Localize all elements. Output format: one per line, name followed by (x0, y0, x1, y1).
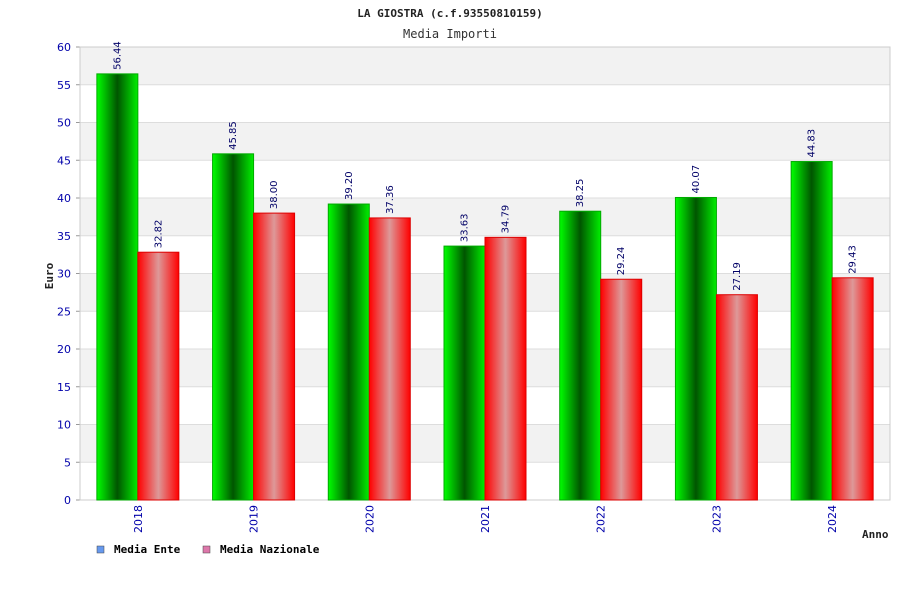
legend: Media Ente Media Nazionale (96, 543, 320, 556)
data-label: 38.00 (269, 180, 280, 209)
x-tick-label: 2018 (132, 505, 145, 533)
bar-media-ente-2018 (96, 73, 139, 501)
grid-band (80, 198, 890, 236)
bar-media-ente-2022 (559, 210, 602, 501)
x-axis-label: Anno (862, 528, 889, 541)
data-label: 56.44 (112, 41, 123, 70)
y-tick-label: 40 (57, 192, 71, 205)
data-label: 29.43 (848, 245, 859, 274)
data-label: 39.20 (344, 171, 355, 200)
x-tick-label: 2024 (826, 505, 839, 533)
legend-swatch-media-ente (96, 545, 105, 554)
legend-label-media-ente: Media Ente (114, 543, 181, 556)
data-label: 40.07 (691, 165, 702, 194)
data-label: 34.79 (501, 205, 512, 234)
bar-media-nazionale-2022 (600, 278, 643, 501)
legend-label-media-nazionale: Media Nazionale (220, 543, 320, 556)
data-label: 37.36 (385, 185, 396, 214)
data-label: 29.24 (616, 247, 627, 276)
data-label: 38.25 (575, 179, 586, 208)
x-tick-label: 2020 (363, 505, 376, 533)
grid-band (80, 160, 890, 198)
data-label: 27.19 (732, 262, 743, 291)
legend-swatch-media-nazionale (202, 545, 211, 554)
y-tick-label: 10 (57, 419, 71, 432)
grid-band (80, 122, 890, 161)
bar-media-nazionale-2021 (484, 236, 527, 501)
bar-media-nazionale-2020 (368, 217, 411, 501)
y-tick-label: 60 (57, 41, 71, 54)
data-label: 32.82 (153, 220, 164, 249)
x-tick-label: 2019 (248, 505, 261, 533)
y-tick-label: 35 (57, 230, 71, 243)
y-tick-label: 30 (57, 268, 71, 281)
bar-media-ente-2023 (674, 196, 717, 501)
y-tick-label: 55 (57, 79, 71, 92)
bar-media-nazionale-2019 (253, 212, 296, 501)
x-tick-label: 2022 (595, 505, 608, 533)
data-label: 45.85 (228, 121, 239, 150)
bar-media-ente-2024 (790, 161, 833, 501)
y-axis-label: Euro (43, 262, 56, 289)
chart-subtitle: Media Importi (403, 27, 497, 41)
y-tick-label: 45 (57, 154, 71, 167)
y-tick-label: 20 (57, 343, 71, 356)
y-tick-label: 50 (57, 117, 71, 130)
y-tick-label: 5 (64, 456, 71, 469)
data-label: 33.63 (460, 213, 471, 242)
grid-band (80, 47, 890, 85)
bar-media-nazionale-2018 (137, 251, 180, 501)
bar-media-nazionale-2024 (831, 277, 874, 501)
bar-media-ente-2021 (443, 245, 486, 501)
y-tick-label: 0 (64, 494, 71, 507)
grid-band (80, 84, 890, 123)
x-tick-label: 2021 (479, 505, 492, 533)
x-tick-label: 2023 (710, 505, 723, 533)
bar-media-nazionale-2023 (715, 294, 758, 501)
y-tick-label: 25 (57, 305, 71, 318)
data-label: 44.83 (807, 129, 818, 158)
chart-title: LA GIOSTRA (c.f.93550810159) (357, 7, 542, 20)
bar-media-ente-2019 (212, 153, 255, 501)
y-tick-label: 15 (57, 381, 71, 394)
bar-media-ente-2020 (327, 203, 370, 501)
